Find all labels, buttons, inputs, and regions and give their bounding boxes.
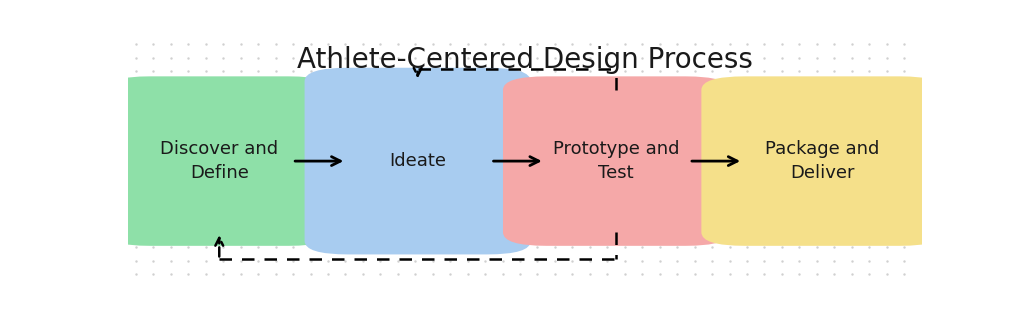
FancyBboxPatch shape xyxy=(304,68,530,255)
Text: Ideate: Ideate xyxy=(389,152,446,170)
Text: Package and
Deliver: Package and Deliver xyxy=(765,140,880,182)
FancyBboxPatch shape xyxy=(106,76,333,246)
Text: Discover and
Define: Discover and Define xyxy=(160,140,279,182)
Text: Prototype and
Test: Prototype and Test xyxy=(553,140,679,182)
Text: Athlete-Centered Design Process: Athlete-Centered Design Process xyxy=(297,46,753,74)
FancyBboxPatch shape xyxy=(701,76,943,246)
FancyBboxPatch shape xyxy=(503,76,729,246)
